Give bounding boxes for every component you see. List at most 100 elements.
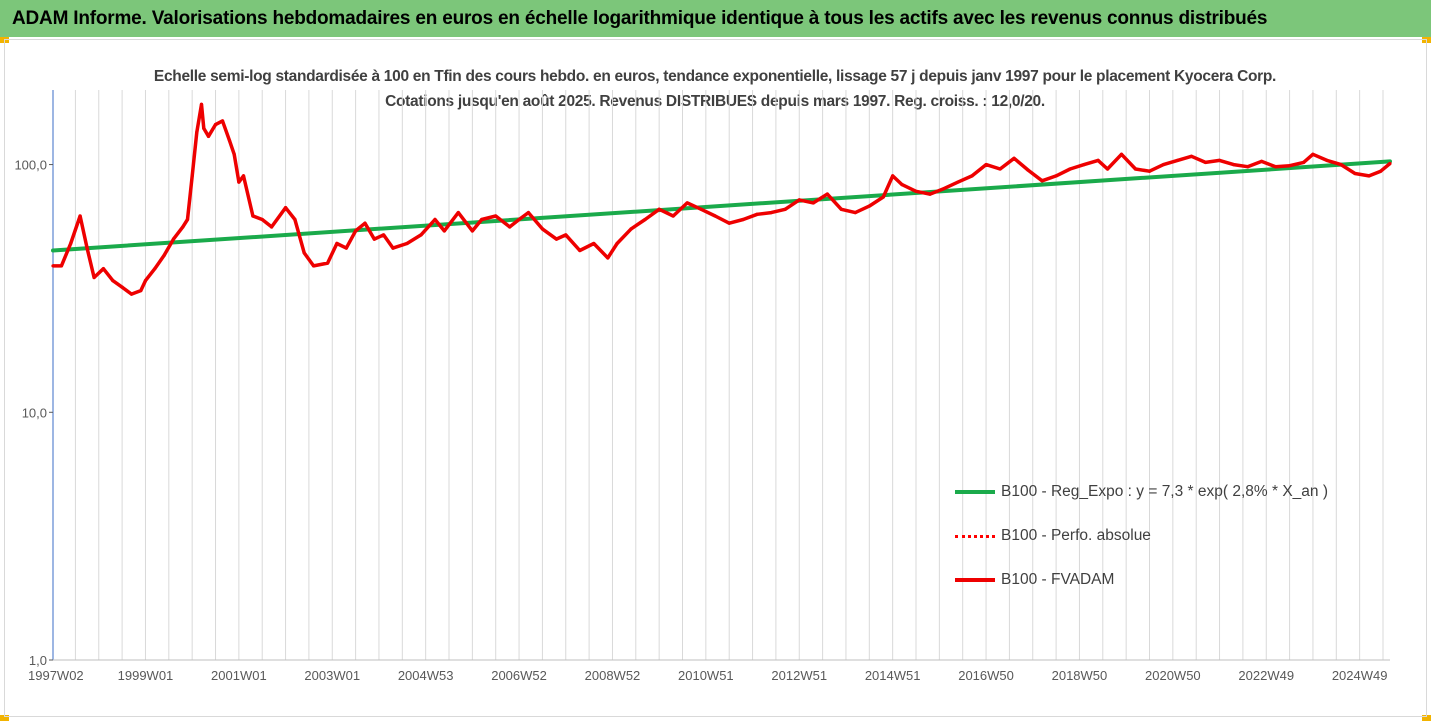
series-point-fvadam [564, 233, 568, 237]
series-point-fvadam [199, 102, 204, 106]
series-point-fvadam [727, 221, 731, 225]
corner-accent-bottom-right [1422, 715, 1431, 721]
series-point-fvadam [699, 207, 703, 211]
series-point-fvadam [1353, 171, 1357, 176]
series-point-fvadam [1325, 158, 1329, 162]
series-line-trend [51, 159, 1392, 253]
series-point-fvadam [213, 122, 218, 127]
series-point-fvadam [185, 217, 190, 222]
series-point-fvadam [354, 229, 358, 233]
chart-title: Echelle semi-log standardisée à 100 en T… [153, 68, 1277, 110]
x-tick-label: 1997W02 [28, 668, 84, 683]
chart-area [4, 39, 1427, 717]
series-point-fvadam [237, 180, 241, 184]
series-point-fvadam [1311, 152, 1315, 156]
series-point-fvadam [302, 251, 306, 255]
series-point-fvadam [517, 217, 521, 222]
series-point-fvadam [162, 253, 166, 257]
series-point-fvadam [1388, 161, 1392, 166]
series-point-fvadam [554, 237, 559, 241]
series-point-fvadam [139, 288, 143, 293]
series-point-fvadam [325, 261, 330, 265]
series-point-fvadam [984, 162, 988, 167]
series-point-fvadam [1082, 162, 1086, 167]
series-point-fvadam [372, 237, 376, 241]
series-point-fvadam [942, 186, 946, 191]
series-point-fvadam [344, 246, 348, 250]
series-point-fvadam [1161, 162, 1166, 167]
series-point-fvadam [508, 225, 512, 229]
series-point-fvadam [783, 207, 787, 211]
series-point-fvadam [900, 183, 904, 187]
series-point-fvadam [391, 246, 395, 250]
series-point-fvadam [111, 279, 115, 283]
y-tick-label: 100,0 [14, 158, 47, 173]
series-point-fvadam [811, 201, 815, 205]
series-point-fvadam [405, 241, 409, 246]
series-point-fvadam [1203, 160, 1208, 165]
series-line-fvadam [53, 102, 1392, 296]
series-point-fvadam [69, 241, 73, 246]
series-point-fvadam [143, 279, 148, 283]
chart-legend: B100 - Reg_Expo : y = 7,3 * exp( 2,8% * … [955, 481, 1328, 613]
x-tick-label: 2010W51 [678, 668, 734, 683]
series-point-fvadam [1231, 162, 1236, 167]
series-point-fvadam [1175, 158, 1180, 162]
series-point-fvadam [1068, 167, 1072, 171]
series-point-fvadam [1133, 167, 1138, 171]
x-tick-label: 2024W49 [1332, 668, 1388, 683]
legend-item-perf: B100 - Perfo. absolue [955, 525, 1328, 547]
series-point-fvadam [891, 174, 895, 178]
x-tick-label: 2016W50 [958, 668, 1014, 683]
series-point-fvadam [606, 256, 610, 260]
x-tick-label: 2008W52 [585, 668, 641, 683]
series-point-fvadam [293, 217, 297, 222]
series-point-fvadam [171, 237, 176, 241]
series-point-fvadam [480, 217, 484, 222]
series-point-fvadam [914, 189, 918, 193]
series-point-fvadam [1012, 156, 1016, 160]
series-point-fvadam [1287, 164, 1292, 168]
series-point-fvadam [92, 275, 96, 280]
series-point-fvadam [540, 227, 545, 231]
series-point-fvadam [615, 241, 619, 246]
series-point-fvadam [1245, 165, 1250, 169]
series-point-fvadam [643, 217, 647, 222]
x-tick-label: 2003W01 [304, 668, 360, 683]
series-point-fvadam [494, 214, 498, 218]
series-point-fvadam [120, 285, 124, 289]
series-point-fvadam [442, 229, 446, 233]
series-point-fvadam [825, 192, 829, 196]
series-point-fvadam [153, 267, 157, 271]
series-point-fvadam [928, 192, 932, 196]
series-point-fvadam [998, 167, 1002, 171]
x-tick-label: 1999W01 [118, 668, 174, 683]
series-point-fvadam [419, 233, 423, 237]
series-point-fvadam [190, 174, 194, 178]
series-point-fvadam [206, 134, 211, 138]
legend-swatch-trend [955, 490, 995, 494]
series-point-fvadam [251, 214, 255, 218]
series-point-fvadam [629, 227, 633, 231]
header-bar: ADAM Informe. Valorisations hebdomadaire… [0, 0, 1431, 37]
x-tick-label: 2012W51 [771, 668, 827, 683]
series-point-fvadam [269, 225, 274, 229]
y-tick-label: 1,0 [29, 653, 47, 668]
series-point-fvadam [1367, 174, 1371, 178]
series-point-fvadam [433, 217, 437, 222]
corner-accent-bottom-left [0, 715, 9, 721]
series-point-fvadam [1379, 169, 1383, 173]
x-tick-label: 2006W52 [491, 668, 547, 683]
series-point-fvadam [241, 174, 246, 178]
series-point-fvadam [1119, 152, 1124, 156]
series-point-fvadam [335, 241, 339, 246]
x-tick-label: 2018W50 [1052, 668, 1108, 683]
series-point-fvadam [363, 221, 367, 225]
series-point-fvadam [283, 206, 288, 210]
x-tick-label: 2020W50 [1145, 668, 1201, 683]
series-point-fvadam [227, 138, 232, 143]
series-point-fvadam [1054, 174, 1058, 178]
x-tick-label: 2001W01 [211, 668, 267, 683]
series-point-fvadam [867, 204, 871, 208]
series-point-fvadam [1217, 158, 1222, 162]
